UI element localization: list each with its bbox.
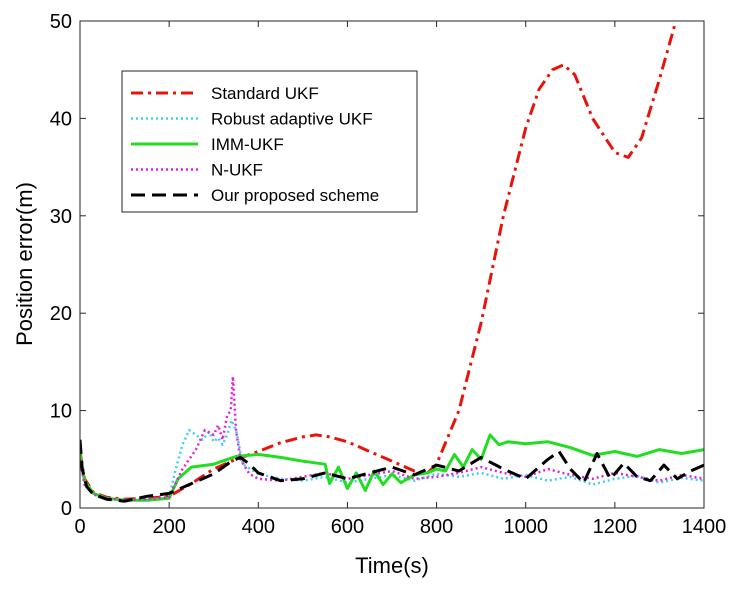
x-tick-label: 800	[420, 516, 453, 538]
x-tick-label: 200	[152, 516, 185, 538]
y-tick-label: 10	[50, 401, 72, 423]
legend-label: Standard UKF	[211, 84, 319, 103]
x-tick-label: 1000	[503, 516, 548, 538]
series-line-imm-ukf	[80, 433, 704, 502]
legend-label: Robust adaptive UKF	[211, 110, 373, 129]
x-tick-label: 0	[74, 516, 85, 538]
series-line-standard-ukf	[80, 21, 678, 501]
legend-label: IMM-UKF	[211, 135, 284, 154]
y-tick-label: 20	[50, 303, 72, 325]
legend-label: Our proposed scheme	[211, 186, 379, 205]
y-tick-label: 30	[50, 206, 72, 228]
x-axis-label: Time(s)	[355, 553, 429, 578]
x-tick-label: 1200	[593, 516, 638, 538]
y-tick-label: 50	[50, 11, 72, 33]
x-tick-label: 400	[242, 516, 275, 538]
ticks-layer: 0 200 400 600 800 1000 1200 1400 0 10 20 30 40 50	[50, 11, 727, 538]
legend-box	[121, 70, 418, 213]
series-line-our-proposed-scheme	[80, 439, 704, 503]
series-layer	[80, 21, 704, 503]
series-line-n-ukf	[80, 375, 704, 502]
y-tick-label: 40	[50, 108, 72, 130]
x-tick-label: 600	[331, 516, 364, 538]
x-tick-label: 1400	[682, 516, 727, 538]
y-tick-label: 0	[61, 498, 72, 520]
plot-frame	[79, 20, 705, 509]
legend: Standard UKF Robust adaptive UKF IMM-UKF N-…	[121, 70, 418, 213]
legend-label: N-UKF	[211, 161, 263, 180]
y-axis-label: Position error(m)	[12, 182, 37, 346]
